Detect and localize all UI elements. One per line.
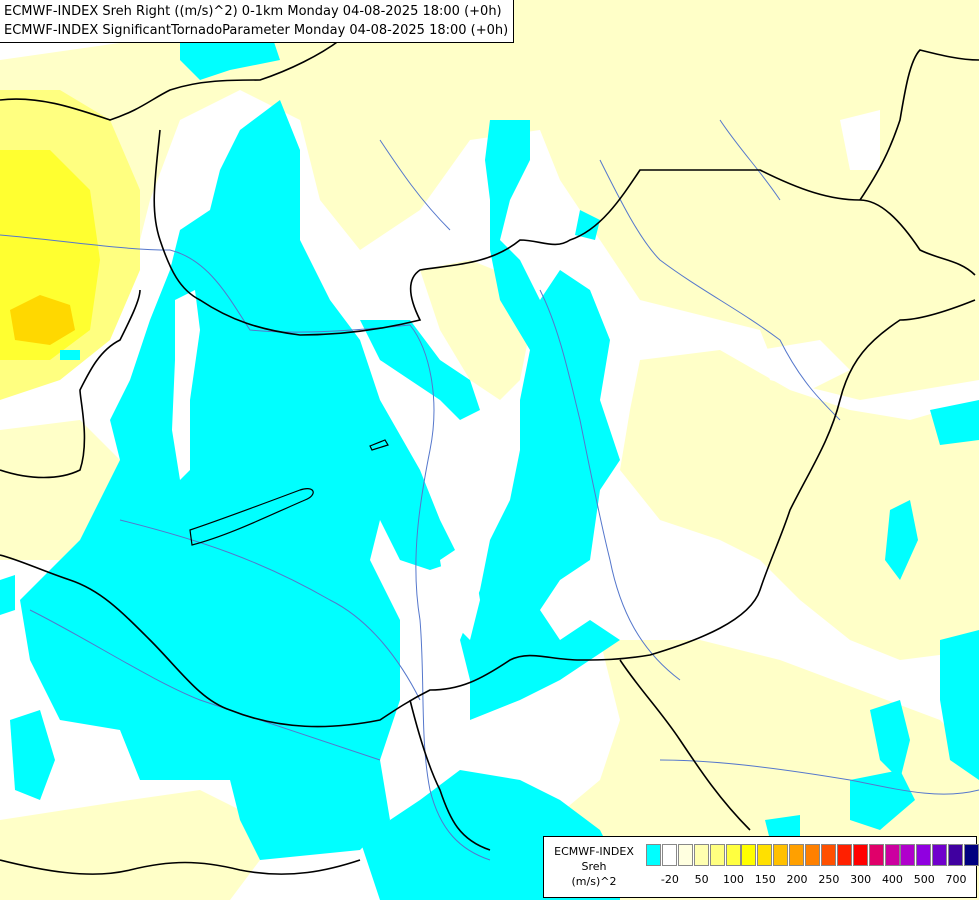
legend-swatch (964, 844, 979, 866)
legend-swatch (741, 844, 757, 866)
legend-swatch (709, 844, 725, 866)
legend-swatch (725, 844, 741, 866)
dark-yellow-areas (10, 295, 75, 345)
legend-swatch (884, 844, 900, 866)
legend-swatch (646, 844, 661, 866)
legend-tick-label: 150 (754, 873, 776, 886)
legend-tick-label: 250 (818, 873, 840, 886)
legend-swatch (693, 844, 709, 866)
legend-swatch (836, 844, 852, 866)
legend-source: ECMWF-INDEX (554, 845, 634, 858)
legend-tick-label: 400 (881, 873, 903, 886)
legend-swatch (852, 844, 868, 866)
legend-tick-label: 200 (786, 873, 808, 886)
legend-swatch (773, 844, 789, 866)
white-gaps (172, 110, 880, 640)
title-sreh: ECMWF-INDEX Sreh Right ((m/s)^2) 0-1km M… (4, 4, 502, 19)
legend-swatch (805, 844, 820, 866)
legend: ECMWF-INDEX Sreh (m/s)^2 -20 50 100 150 200 2… (543, 836, 979, 898)
legend-unit: (m/s)^2 (571, 875, 617, 888)
legend-swatch (677, 844, 693, 866)
legend-swatch (868, 844, 884, 866)
legend-tick-label: 100 (722, 873, 744, 886)
legend-swatch (900, 844, 916, 866)
legend-tick-label: 50 (694, 873, 709, 886)
legend-swatch (932, 844, 948, 866)
legend-swatch (916, 844, 932, 866)
legend-tick-label: 300 (850, 873, 872, 886)
legend-swatch (948, 844, 964, 866)
lake-balaton (189, 439, 389, 546)
legend-swatch (661, 844, 677, 866)
legend-swatch (757, 844, 773, 866)
legend-tick-label: 500 (913, 873, 935, 886)
legend-swatch (789, 844, 805, 866)
legend-tick-label: -20 (660, 873, 679, 886)
legend-swatch (820, 844, 836, 866)
legend-tick-label: 700 (945, 873, 967, 886)
legend-variable: Sreh (581, 860, 607, 873)
title-stp: ECMWF-INDEX SignificantTornadoParameter … (4, 23, 509, 38)
country-borders (0, 0, 979, 875)
title-box: ECMWF-INDEX Sreh Right ((m/s)^2) 0-1km M… (0, 0, 514, 43)
